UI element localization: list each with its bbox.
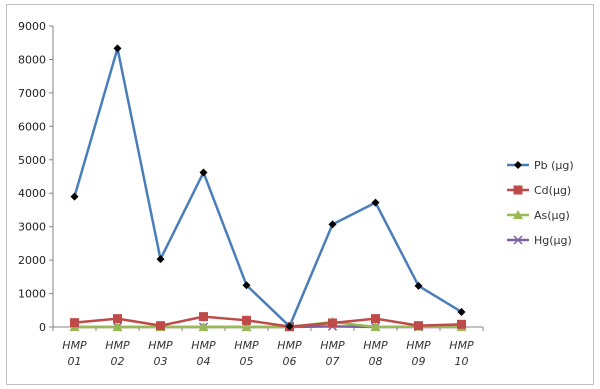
- data-point: [371, 314, 380, 324]
- y-tick-label: 0: [39, 321, 46, 334]
- data-point: [199, 312, 208, 322]
- y-tick-label: 3000: [18, 221, 46, 234]
- x-tick-label: HMP 10: [449, 339, 474, 368]
- x-tick-label: HMP 02: [105, 339, 130, 368]
- data-point: [156, 255, 165, 264]
- y-tick-label: 8000: [18, 53, 46, 66]
- legend-label: Pb (µg): [534, 159, 574, 172]
- data-point: [156, 321, 165, 331]
- x-tick-label: HMP 01: [62, 339, 87, 368]
- legend-marker: [513, 185, 523, 195]
- data-point: [328, 220, 337, 229]
- data-point: [70, 318, 79, 328]
- legend-marker: [513, 210, 523, 219]
- data-point: [370, 322, 381, 331]
- series-line-3: [74, 320, 462, 329]
- line-chart: 0 1000 2000 3000 4000 5000 6000 7000 8000 9000 HMP…: [18, 20, 574, 368]
- data-point: [242, 281, 251, 290]
- y-tick-label: 2000: [18, 254, 46, 267]
- data-point: [112, 322, 123, 331]
- chart-frame: 0 1000 2000 3000 4000 5000 6000 7000 8000 9000 HMP…: [6, 4, 594, 385]
- y-tick-label: 9000: [18, 20, 46, 33]
- data-point: [242, 315, 251, 325]
- data-point: [199, 168, 208, 177]
- y-tick-label: 1000: [18, 288, 46, 301]
- series-line-1: [73, 47, 463, 328]
- legend-label: Hg(µg): [534, 234, 572, 247]
- data-point: [241, 322, 252, 331]
- legend-label: Cd(µg): [534, 184, 571, 197]
- legend-marker: [514, 161, 522, 169]
- y-tick-label: 7000: [18, 87, 46, 100]
- data-point: [457, 319, 466, 329]
- legend-label: As(µg): [534, 209, 570, 222]
- legend-marker: [513, 235, 523, 245]
- x-tick-label: HMP 09: [406, 339, 431, 368]
- x-tick-label: HMP 07: [320, 339, 345, 368]
- data-point: [414, 321, 423, 331]
- series-line-2: [74, 315, 462, 328]
- data-point: [371, 198, 380, 207]
- data-point: [113, 314, 122, 324]
- data-point: [285, 322, 294, 331]
- x-tick-label: HMP 04: [191, 339, 216, 368]
- y-tick-label: 4000: [18, 187, 46, 200]
- x-tick-label: HMP 03: [148, 339, 173, 368]
- data-point: [414, 281, 423, 290]
- data-point: [113, 44, 122, 53]
- y-tick-label: 5000: [18, 154, 46, 167]
- y-tick-label: 6000: [18, 120, 46, 133]
- x-tick-label: HMP 05: [234, 339, 259, 368]
- data-point: [198, 322, 209, 331]
- x-tick-label: HMP 06: [277, 339, 302, 368]
- data-point: [70, 192, 79, 201]
- data-point: [328, 318, 337, 328]
- data-point: [457, 307, 466, 316]
- x-tick-label: HMP 08: [363, 339, 388, 368]
